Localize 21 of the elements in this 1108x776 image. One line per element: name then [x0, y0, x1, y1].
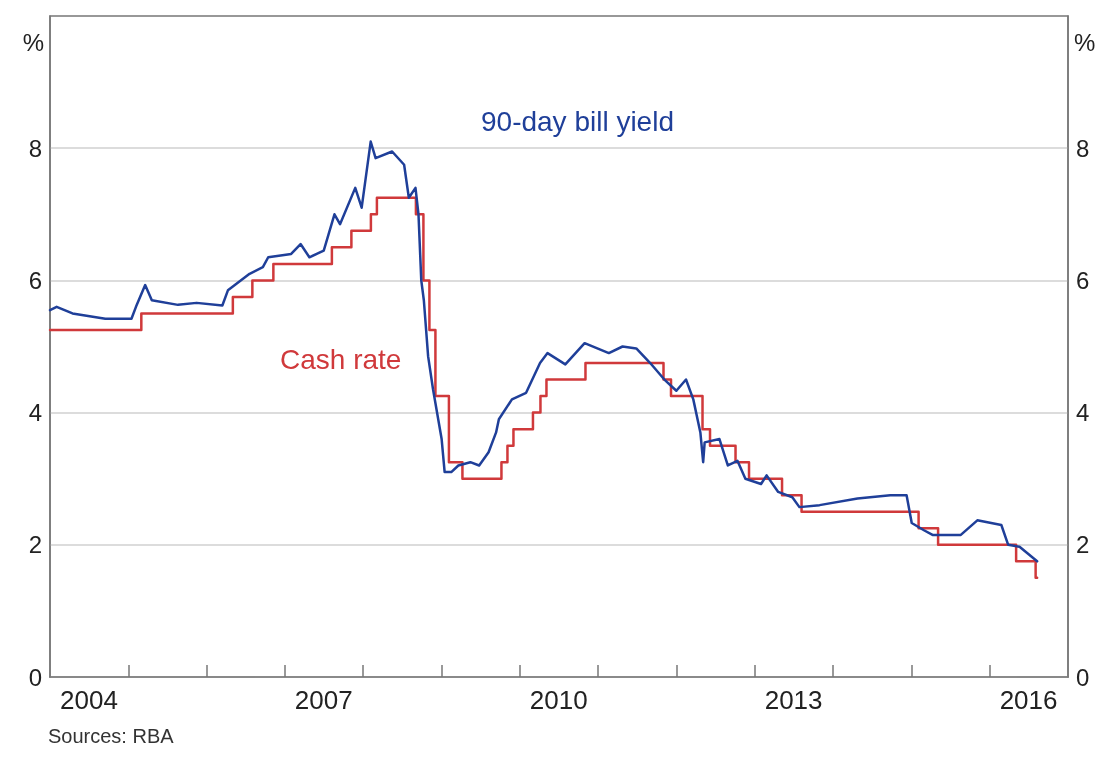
source-note: Sources: RBA: [48, 725, 175, 747]
y2-tick-label: 2: [1076, 531, 1090, 559]
line-series: [48, 140, 1039, 563]
y2-tick-label: 4: [1076, 399, 1090, 427]
y-tick-label: 4: [28, 399, 42, 427]
series-label: Cash rate: [279, 343, 402, 375]
x-tick-label: 2013: [764, 685, 823, 715]
y2-axis-title: %: [1074, 28, 1096, 56]
y-axis-title: %: [22, 28, 44, 56]
y-tick-label: 2: [28, 531, 42, 559]
y-tick-label: 8: [28, 134, 42, 162]
x-tick-label: 2010: [529, 685, 588, 715]
text: 90-day bill yield: [481, 105, 674, 137]
y2-tick-label: 0: [1076, 663, 1090, 691]
y-tick-label: 6: [28, 266, 42, 294]
y2-tick-label: 6: [1076, 266, 1090, 294]
x-tick-label: 2004: [60, 685, 118, 715]
x-tick-label: 2007: [294, 685, 353, 715]
y2-tick-label: 8: [1076, 134, 1090, 162]
x-tick-label: 2016: [999, 685, 1058, 715]
y-tick-label: 0: [28, 663, 42, 691]
